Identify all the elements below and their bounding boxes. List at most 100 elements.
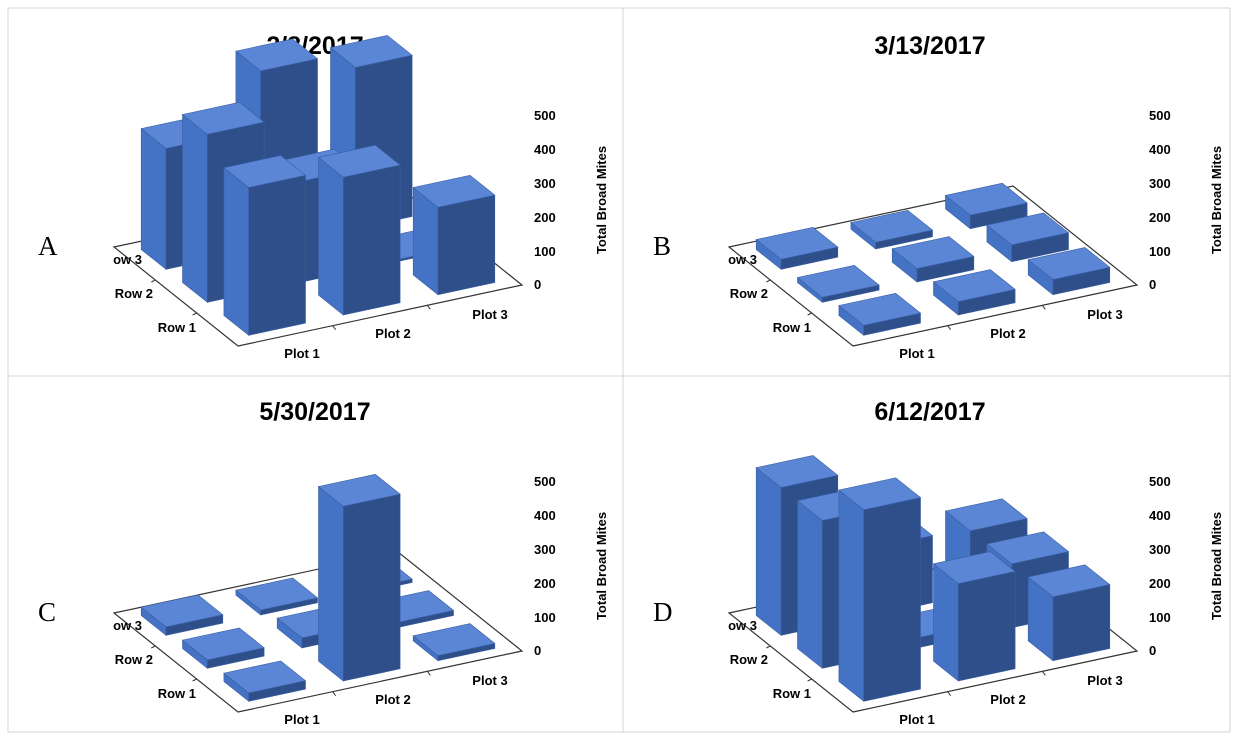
z-tick-label: 100 [1149,610,1171,625]
bar-plot1-row3 [755,226,839,270]
bar-top-face [796,264,880,298]
bar-top-face [755,455,839,488]
bar-plot2-row1 [317,473,401,682]
row-label: Row 1 [773,686,811,701]
z-tick-label: 300 [1149,542,1171,557]
row-label: Row 1 [773,320,811,335]
z-tick-label: 300 [534,542,556,557]
row-label: Row 2 [730,286,768,301]
bar-plot2-row1 [932,269,1016,316]
panel-label: C [38,597,56,627]
bar-top-face [838,477,922,511]
z-axis-label: Total Broad Mites [594,146,609,254]
z-axis-label: Total Broad Mites [1209,146,1224,254]
bar-plot1-row2 [796,264,880,303]
row-label: ow 3 [113,618,142,633]
bar-top-face [986,531,1070,565]
plot-tick [332,691,337,696]
plot-label: Plot 2 [375,692,410,707]
row-label: ow 3 [113,252,142,267]
chart-panel-c: 5/30/2017 C Plot 1 Plot 2 Plot 3 Row 1 Row 2 ow… [38,398,609,727]
bar-front-face [342,493,401,682]
plot-tick [947,691,952,696]
bar-side-face [933,563,959,682]
bar-side-face [755,467,782,636]
bar-top-face [181,101,265,135]
bar-side-face [838,489,864,702]
z-tick-label: 300 [534,176,556,191]
bar-top-face [932,551,1016,584]
row-label: Row 1 [158,686,196,701]
plot-label: Plot 1 [899,712,934,727]
plot-tick [426,671,431,676]
plot-label: Plot 3 [1087,307,1122,322]
bar-top-face [1027,247,1111,280]
z-axis-label: Total Broad Mites [1209,512,1224,620]
plot-tick [947,325,952,330]
row-tick [807,312,812,316]
plot-label: Plot 2 [990,326,1025,341]
bar-front-face [248,174,306,336]
row-tick [151,279,156,283]
bar-top-face [932,269,1016,302]
bar-plot3-row1 [1027,247,1111,296]
bar-side-face [182,113,208,303]
row-label: Row 2 [730,652,768,667]
bar-side-face [797,500,823,669]
row-label: ow 3 [728,252,757,267]
z-tick-label: 500 [534,474,556,489]
bar-top-face [223,660,307,694]
bar-top-face [223,155,307,188]
z-tick-label: 200 [534,210,556,225]
chart-title: 3/13/2017 [874,32,985,60]
plot-tick [1041,305,1046,310]
z-axis-label: Total Broad Mites [594,512,609,620]
plot-label: Plot 1 [284,346,319,361]
bar-side-face [223,167,249,336]
z-tick-label: 100 [1149,244,1171,259]
row-tick [192,678,197,682]
bar-side-face [318,156,344,316]
z-tick-label: 500 [1149,474,1171,489]
chart-panel-d: 6/12/2017 D Plot 1 Plot 2 Plot 3 Row 1 Row 2 ow… [653,398,1224,727]
plot-tick [426,305,431,310]
row-label: ow 3 [728,618,757,633]
z-tick-label: 0 [534,643,541,658]
bar-top-face [1027,564,1111,598]
bar-top-face [944,498,1028,532]
z-tick-label: 300 [1149,176,1171,191]
row-tick [766,645,771,649]
plot-label: Plot 3 [1087,673,1122,688]
row-tick [766,279,771,283]
plot-label: Plot 3 [472,673,507,688]
bar-top-face [412,623,496,656]
bar-front-face [342,164,401,316]
z-tick-label: 100 [534,244,556,259]
z-tick-label: 400 [534,508,556,523]
bar-top-face [850,209,934,243]
panel-label: D [653,597,673,627]
bar-plot3-row2 [986,212,1070,263]
bar-top-face [235,38,319,72]
bar-plot1-row2 [181,627,265,669]
bar-plot2-row1 [932,551,1016,682]
plot-label: Plot 2 [375,326,410,341]
bar-top-face [891,236,975,269]
bar-top-face [140,594,224,628]
plot-label: Plot 1 [899,346,934,361]
plot-label: Plot 2 [990,692,1025,707]
bar-plot1-row1 [223,155,307,336]
bar-front-face [1052,584,1111,662]
z-tick-label: 400 [1149,142,1171,157]
row-tick [192,312,197,316]
bar-plot2-row3 [235,577,319,616]
chart-title: 5/30/2017 [259,398,370,426]
chart-panel-b: 3/13/2017 B Plot 1 Plot 2 Plot 3 Row 1 Row 2 ow… [653,32,1224,361]
row-label: Row 2 [115,652,153,667]
row-label: Row 1 [158,320,196,335]
bar-plot1-row1 [838,292,922,336]
row-tick [807,678,812,682]
row-tick [151,645,156,649]
